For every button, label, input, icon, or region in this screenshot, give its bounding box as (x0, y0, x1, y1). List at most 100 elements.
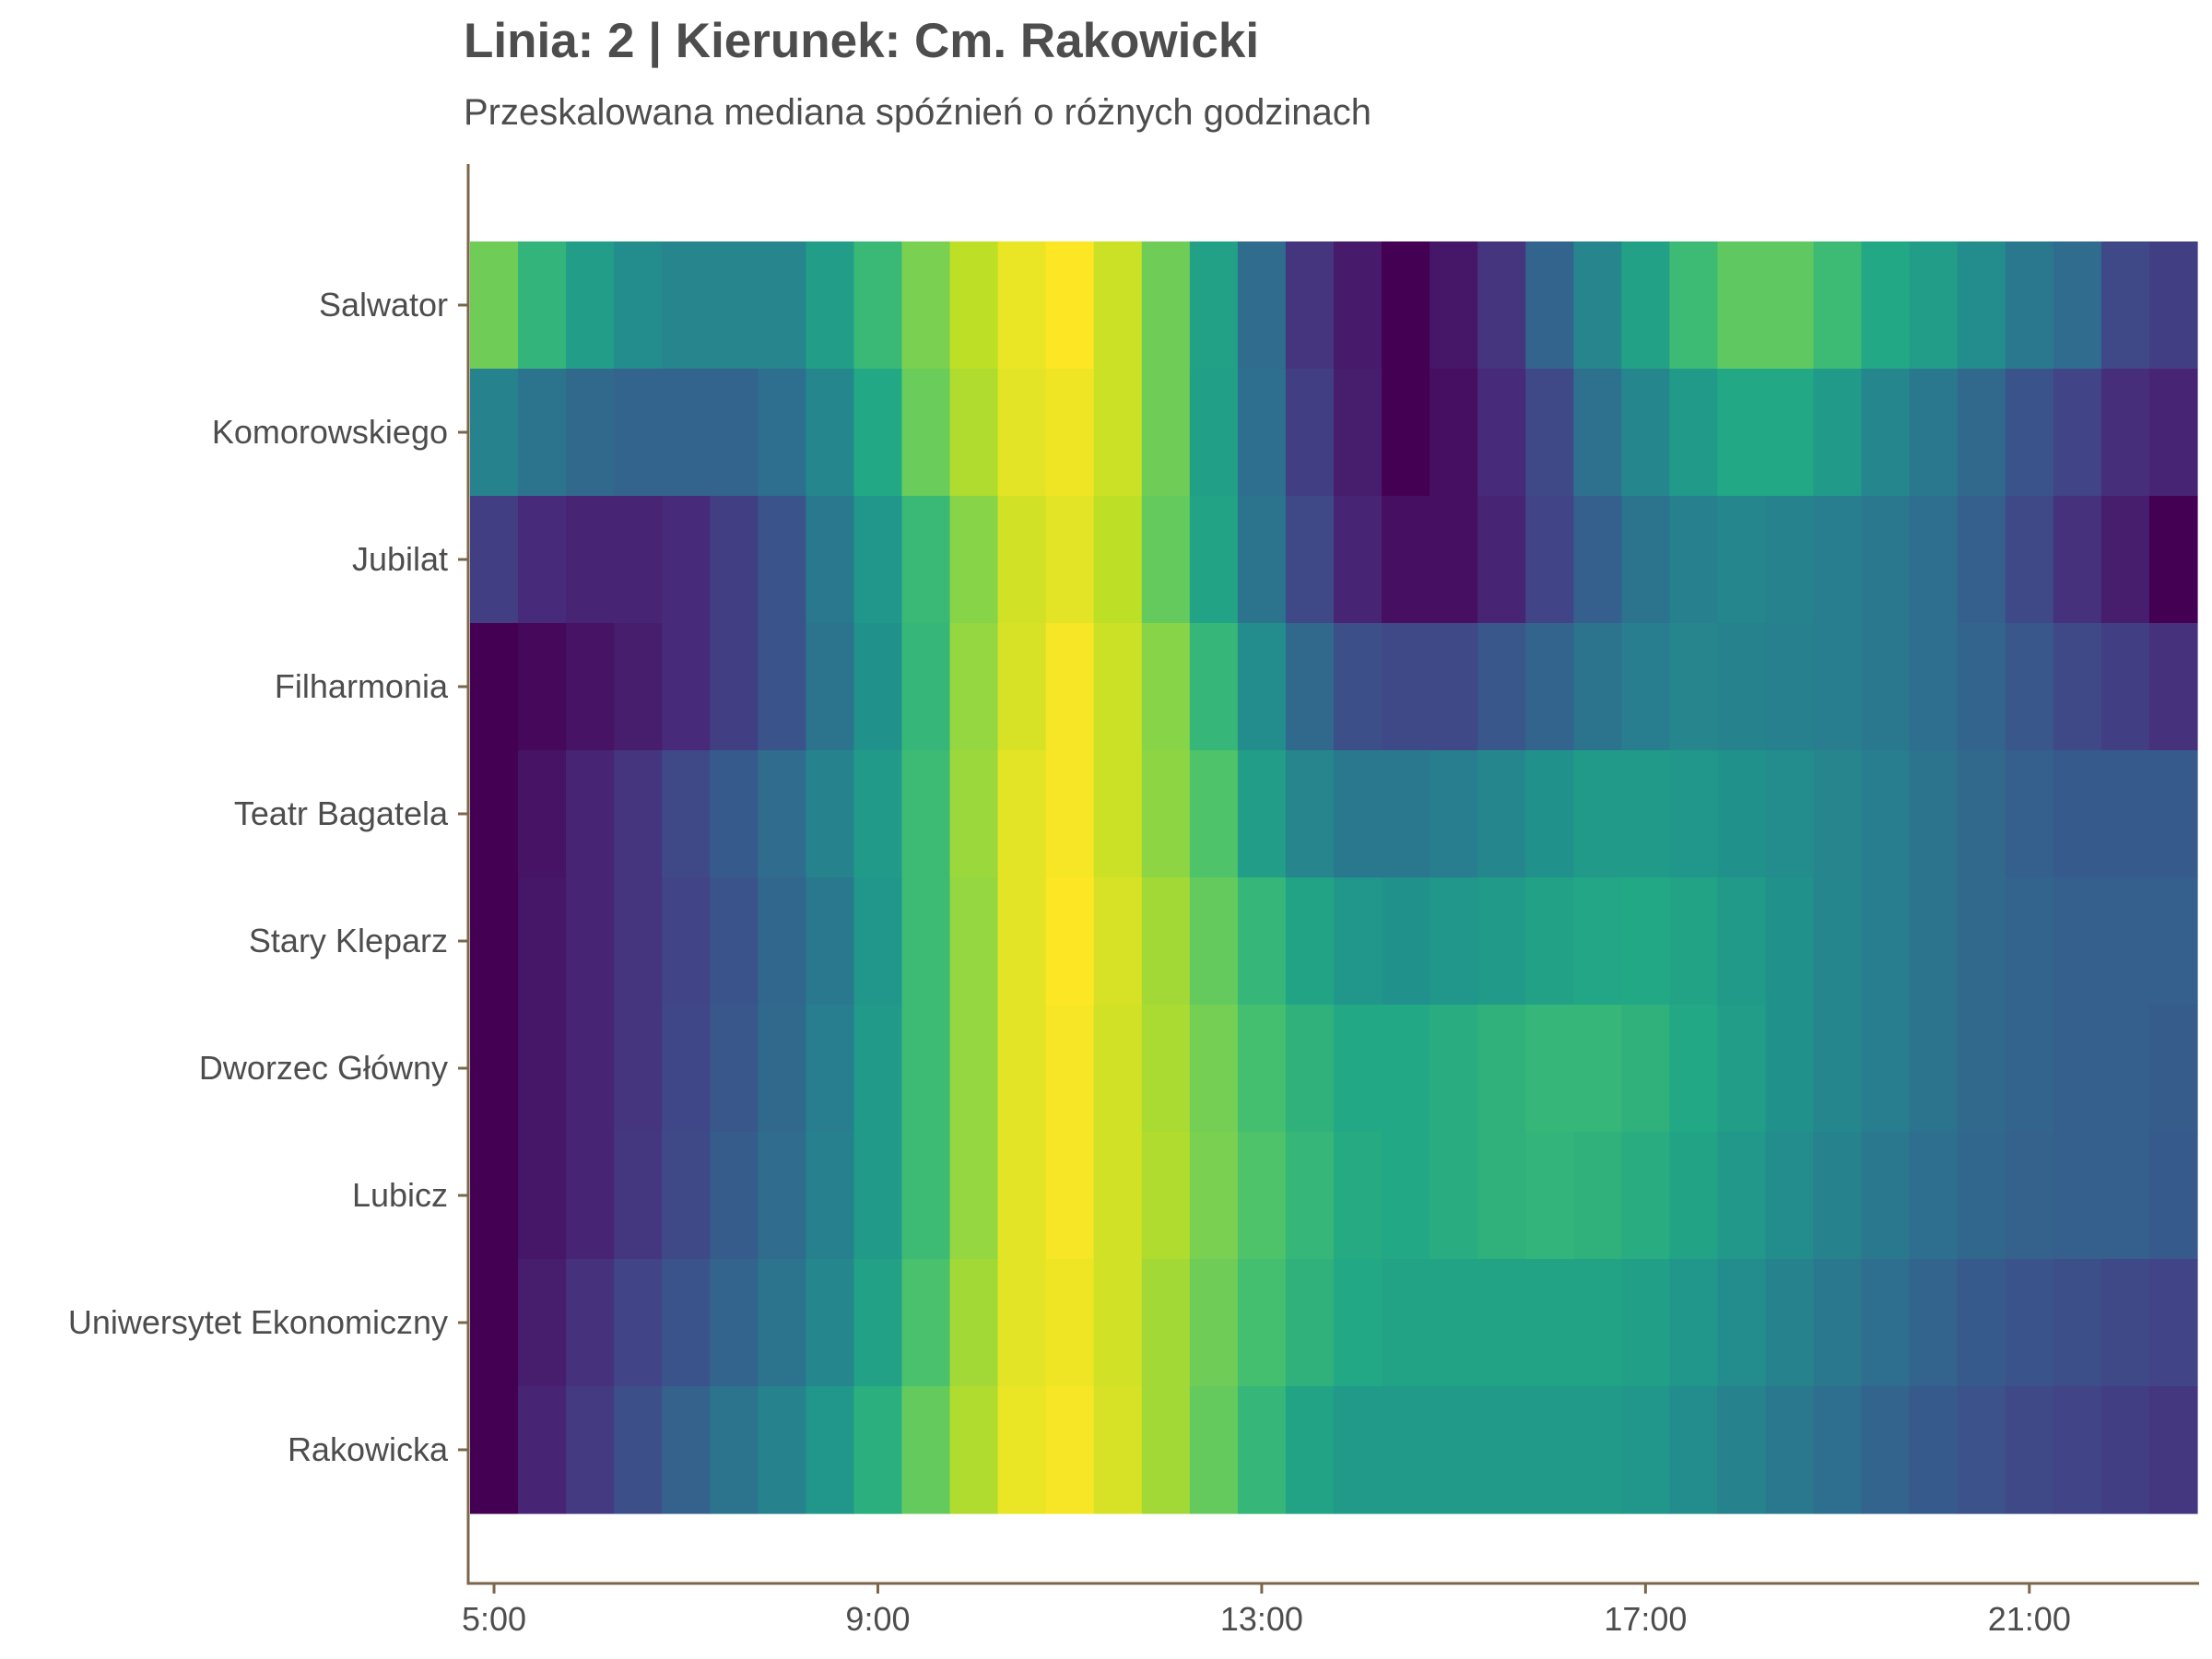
heatmap-cell (1477, 1386, 1526, 1514)
heatmap-cell (1477, 241, 1526, 370)
heatmap-cell (2053, 241, 2102, 370)
heatmap-cell (1141, 1259, 1191, 1387)
heatmap-cell (758, 623, 806, 751)
heatmap-cell (806, 877, 855, 1006)
heatmap-cell (1909, 369, 1959, 497)
heatmap-cell (1909, 1386, 1959, 1514)
chart-subtitle: Przeskalowana mediana spóźnień o różnych… (464, 92, 1372, 133)
heatmap-cell (566, 623, 615, 751)
heatmap-cell (1957, 1132, 2006, 1260)
heatmap-cell (1285, 1132, 1335, 1260)
heatmap-cell (518, 623, 567, 751)
heatmap-cell (614, 1005, 663, 1133)
heatmap-cell (1141, 369, 1191, 497)
heatmap-cell (1573, 1259, 1622, 1387)
heatmap-cell (1765, 496, 1815, 624)
heatmap-cell (1765, 750, 1815, 878)
heatmap-cell (1573, 1005, 1622, 1133)
heatmap-cell (1189, 877, 1239, 1006)
heatmap-cell (1621, 241, 1670, 370)
heatmap-cell (1189, 623, 1239, 751)
heatmap-cell (1430, 877, 1478, 1006)
heatmap-cell (1957, 877, 2006, 1006)
heatmap-cell (566, 496, 615, 624)
x-tick-label: 9:00 (845, 1600, 910, 1638)
x-tick-label: 17:00 (1604, 1600, 1687, 1638)
heatmap-cell (1382, 877, 1430, 1006)
heatmap-cell (2005, 750, 2054, 878)
heatmap-cell (710, 623, 759, 751)
heatmap-cell (1573, 1132, 1622, 1260)
heatmap-cell (1237, 496, 1287, 624)
heatmap-cell (1573, 241, 1622, 370)
heatmap-cell (1093, 496, 1143, 624)
heatmap-cell (1861, 750, 1911, 878)
heatmap-cell (1045, 369, 1095, 497)
heatmap-cell (1669, 241, 1719, 370)
heatmap-cell (1573, 877, 1622, 1006)
heatmap-cell (470, 241, 519, 370)
heatmap-cell (2148, 1386, 2198, 1514)
heatmap-cell (1045, 1259, 1095, 1387)
heatmap-cell (1477, 1259, 1526, 1387)
heatmap-cell (1093, 1132, 1143, 1260)
heatmap-cell (1909, 1005, 1959, 1133)
heatmap-cell (1621, 1132, 1670, 1260)
heatmap-cell (997, 496, 1047, 624)
heatmap-cell (1669, 1259, 1719, 1387)
heatmap-cell (1334, 750, 1382, 878)
heatmap-cell (1861, 623, 1911, 751)
heatmap-cell (1285, 750, 1335, 878)
heatmap-cell (997, 1259, 1047, 1387)
heatmap-cell (1813, 877, 1863, 1006)
heatmap-cell (1189, 369, 1239, 497)
heatmap-cell (1430, 1386, 1478, 1514)
heatmap-cell (997, 1132, 1047, 1260)
heatmap-cell (949, 877, 999, 1006)
heatmap-cell (949, 750, 999, 878)
heatmap-cell (1334, 877, 1382, 1006)
heatmap-cell (1189, 750, 1239, 878)
heatmap-cell (566, 877, 615, 1006)
heatmap-cell (901, 1386, 951, 1514)
heatmap-cell (1334, 1132, 1382, 1260)
heatmap-cell (853, 750, 903, 878)
heatmap-cell (758, 877, 806, 1006)
heatmap-cell (1957, 1005, 2006, 1133)
heatmap-cell (1957, 750, 2006, 878)
heatmap-cell (1334, 1259, 1382, 1387)
heatmap-cell (758, 1386, 806, 1514)
heatmap-cell (662, 750, 711, 878)
heatmap-cell (710, 750, 759, 878)
heatmap-cell (1334, 241, 1382, 370)
x-tick-label: 21:00 (1988, 1600, 2071, 1638)
heatmap-cell (997, 369, 1047, 497)
heatmap-cell (1045, 1005, 1095, 1133)
heatmap-cell (997, 241, 1047, 370)
heatmap-cell (518, 496, 567, 624)
heatmap-cell (949, 623, 999, 751)
heatmap-cell (2053, 369, 2102, 497)
heatmap-cell (1382, 750, 1430, 878)
heatmap-cell (518, 1259, 567, 1387)
heatmap-cell (949, 1005, 999, 1133)
x-tick-label: 5:00 (462, 1600, 526, 1638)
heatmap-cell (1861, 1386, 1911, 1514)
heatmap-cell (1045, 1386, 1095, 1514)
heatmap-cell (1909, 1259, 1959, 1387)
heatmap-cell (518, 750, 567, 878)
heatmap-cell (1765, 623, 1815, 751)
heatmap-cell (1334, 623, 1382, 751)
heatmap-cell (1285, 623, 1335, 751)
heatmap-cell (1093, 1005, 1143, 1133)
heatmap-cell (1237, 369, 1287, 497)
heatmap-cell (710, 1259, 759, 1387)
heatmap-cell (566, 1005, 615, 1133)
heatmap-cell (1861, 241, 1911, 370)
heatmap-cell (662, 369, 711, 497)
heatmap-cell (1430, 496, 1478, 624)
heatmap-cell (901, 496, 951, 624)
heatmap-cell (1141, 623, 1191, 751)
heatmap-cell (901, 750, 951, 878)
heatmap-cell (1813, 1132, 1863, 1260)
